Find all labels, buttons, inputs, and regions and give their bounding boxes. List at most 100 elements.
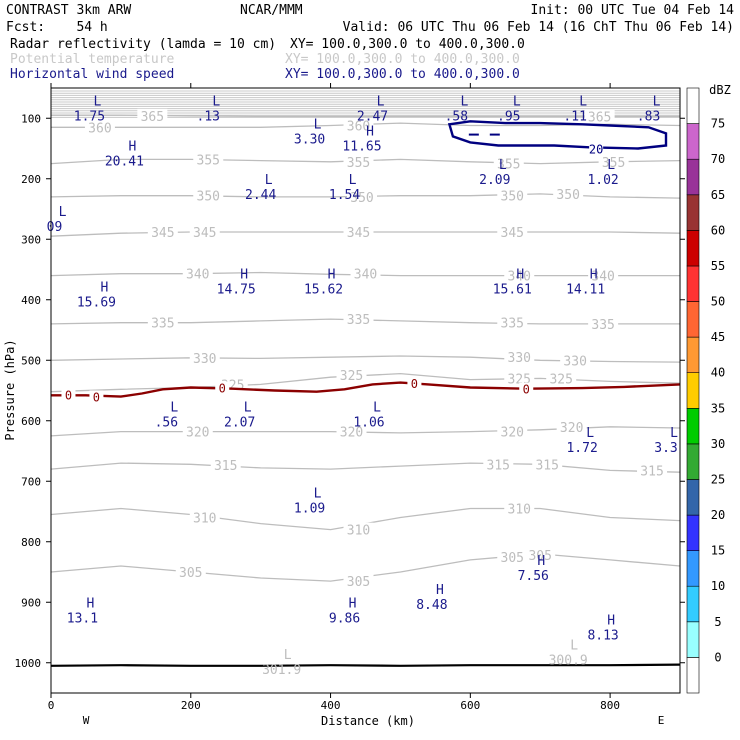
wind-low-marker: L (170, 400, 178, 415)
wind-extremum-value: 14.11 (566, 282, 605, 297)
theta-contour-label: 315 (535, 458, 558, 473)
colorbar-level-label: 60 (711, 223, 725, 237)
colorbar-swatch (686, 443, 700, 480)
theta-contour-label: 315 (487, 458, 510, 473)
theta-contour-label: 340 (186, 268, 209, 283)
y-tick-label: 1000 (15, 657, 42, 670)
colorbar-swatch (686, 585, 700, 623)
terrain-surface-line (50, 663, 681, 667)
theta-contour-label: 320 (340, 426, 363, 441)
theta-low-marker: L (284, 648, 292, 663)
theta-label-bg (147, 224, 178, 238)
theta-label-bg (189, 350, 220, 364)
wind-extremum-value: 15.61 (493, 282, 532, 297)
plot-frame (51, 88, 680, 693)
theta-contour-label: 345 (501, 226, 524, 241)
wind-low-marker: L (579, 94, 587, 109)
theta-label-bg (343, 574, 374, 588)
theta-label-bg (193, 152, 224, 166)
wind-extremum-value: 1.02 (587, 173, 618, 188)
x-tick-label: 400 (321, 699, 341, 712)
colorbar-swatch (686, 550, 700, 587)
colorbar-swatch (686, 194, 700, 231)
institution-label: NCAR/MMM (240, 3, 303, 18)
colorbar: 0 5 10 15 20 25 30 35 40 45 50 55 60 65 70 75 dBZ (686, 83, 731, 694)
theta-contour-label: 325 (340, 369, 363, 384)
field2-name: Potential temperature (10, 52, 175, 67)
colorbar-level-label: 30 (711, 437, 725, 451)
theta-extremum-value: 301.9 (262, 663, 301, 678)
wind-extremum-value: 8.48 (416, 598, 447, 613)
theta-label-bg (560, 353, 591, 367)
wind-high-marker: H (537, 554, 545, 569)
wind-label-bg (215, 381, 230, 394)
wind-extremum-value: 09 (47, 220, 63, 235)
header: CONTRAST 3km ARW NCAR/MMM Init: 00 UTC T… (6, 3, 734, 82)
wind-extremum-value: 3.3 (654, 441, 677, 456)
valid-time: Valid: 06 UTC Thu 06 Feb 14 (16 ChT Thu … (343, 20, 734, 35)
y-tick-label: 400 (21, 294, 41, 307)
colorbar-swatch (686, 407, 700, 445)
colorbar-level-label: 15 (711, 544, 725, 558)
colorbar-level-label: 35 (711, 401, 725, 415)
theta-label-bg (497, 549, 528, 563)
wind-low-marker: L (349, 173, 357, 188)
colorbar-level-label: 5 (714, 615, 721, 629)
wind-extremum-value: 14.75 (217, 282, 256, 297)
theta-contour-label: 320 (560, 421, 583, 436)
theta-label-bg (584, 109, 615, 123)
x-tick-label: 200 (181, 699, 201, 712)
theta-contour-label: 320 (501, 426, 524, 441)
theta-contour-label: 345 (347, 226, 370, 241)
wind-low-marker: L (314, 486, 322, 501)
theta-contour-label: 340 (591, 270, 614, 285)
colorbar-swatch (686, 301, 700, 338)
wind-extremum-value: 1.72 (566, 441, 597, 456)
y-tick-label: 300 (21, 233, 41, 246)
field3-name: Horizontal wind speed (10, 67, 174, 82)
theta-contour-label: 345 (193, 226, 216, 241)
theta-contour-label: 355 (497, 158, 520, 173)
colorbar-swatch (686, 479, 700, 516)
colorbar-swatch (686, 123, 700, 160)
theta-label-bg (84, 120, 115, 134)
theta-contour-label: 345 (151, 226, 174, 241)
wind-high-marker: H (87, 597, 95, 612)
colorbar-swatch (686, 621, 700, 658)
wind-extremum-value: 20.41 (105, 155, 144, 170)
theta-contour-label: 335 (151, 317, 174, 332)
theta-contour-label: 305 (347, 575, 370, 590)
theta-contour-label: 310 (193, 512, 216, 527)
theta-label-bg (497, 188, 528, 202)
wind-high-marker: H (607, 613, 615, 628)
wind-high-marker: H (128, 140, 136, 155)
y-tick-label: 800 (21, 536, 41, 549)
y-tick-label: 100 (21, 112, 41, 125)
colorbar-level-label: 25 (711, 473, 725, 487)
colorbar-swatch (686, 87, 700, 124)
theta-contour-label: 320 (186, 426, 209, 441)
wind-high-marker: H (366, 125, 374, 140)
wind-contour-20 (447, 120, 668, 150)
theta-label-bg (598, 154, 629, 168)
colorbar-level-label: 65 (711, 188, 725, 202)
theta-contour-label: 305 (528, 549, 551, 564)
theta-label-bg (343, 118, 374, 132)
theta-label-bg (546, 371, 577, 385)
theta-contour-label: 310 (508, 502, 531, 517)
colorbar-title: dBZ (709, 83, 731, 97)
theta-contour-label: 355 (347, 156, 370, 171)
wind-extremum-value: 3.30 (294, 132, 325, 147)
theta-contour-label: 325 (549, 372, 572, 387)
wind-low-marker: L (244, 400, 252, 415)
theta-contour-label: 330 (508, 351, 531, 366)
wind-extremum-value: 2.44 (245, 188, 276, 203)
wind-label-bg (89, 390, 104, 403)
ground-line (50, 663, 681, 667)
colorbar-level-label: 75 (711, 117, 725, 131)
theta-contour-label: 340 (508, 270, 531, 285)
x-tick-label: 0 (48, 699, 55, 712)
wind-low-marker: L (94, 94, 102, 109)
theta-label-bg (343, 522, 374, 536)
wind-contour-0 (51, 381, 681, 398)
